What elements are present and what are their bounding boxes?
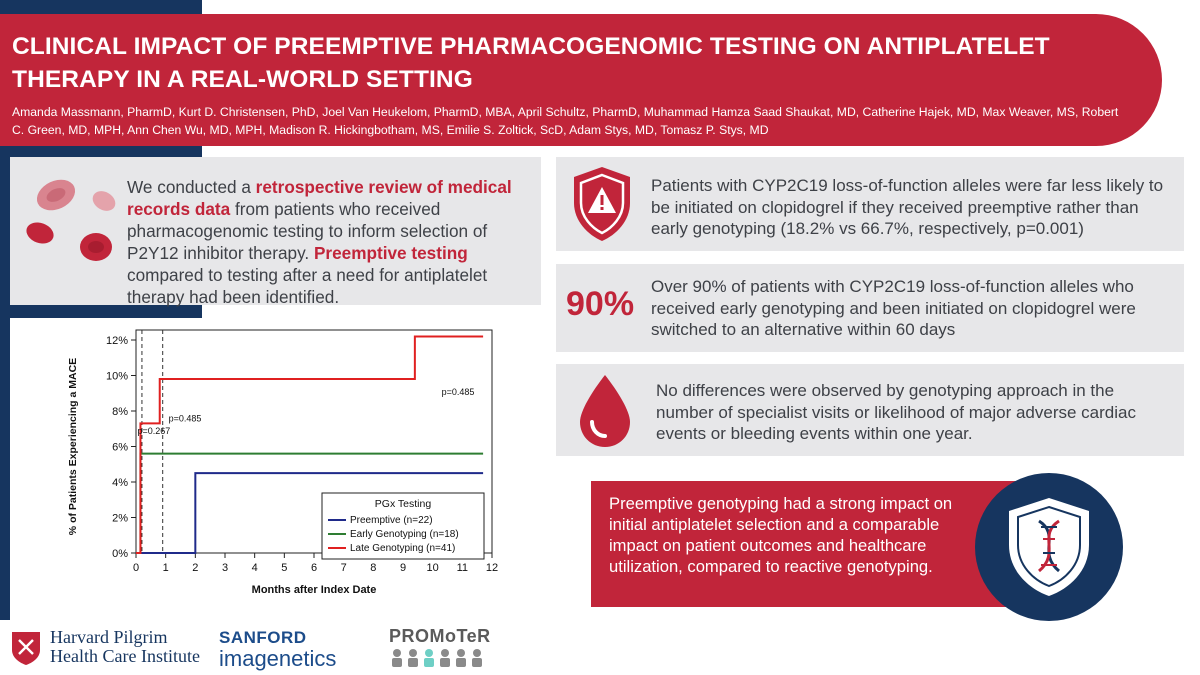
promoter-logo: PROMoTeR	[389, 626, 491, 670]
authors-list: Amanda Massmann, PharmD, Kurt D. Christe…	[12, 105, 1119, 137]
x-tick-label: 12	[486, 562, 498, 574]
promoter-text: PROMoTeR	[389, 626, 491, 646]
sanford-line-2: imagenetics	[219, 646, 337, 671]
finding-panel-3: No differences were observed by genotypi…	[556, 364, 1184, 456]
conclusion-text: Preemptive genotyping had a strong impac…	[609, 494, 953, 576]
legend-label-1: Early Genotyping (n=18)	[350, 529, 459, 540]
blood-drop-icon	[580, 375, 630, 447]
finding-panel-2: 90% Over 90% of patients with CYP2C19 lo…	[556, 264, 1184, 352]
x-tick-label: 2	[192, 562, 198, 574]
x-tick-label: 3	[222, 562, 228, 574]
finding-text-3: No differences were observed by genotypi…	[656, 381, 1136, 443]
header-banner: CLINICAL IMPACT OF PREEMPTIVE PHARMACOGE…	[0, 14, 1162, 146]
finding-text-1: Patients with CYP2C19 loss-of-function a…	[651, 176, 1164, 238]
conclusion-box: Preemptive genotyping had a strong impac…	[591, 481, 1031, 607]
chart-container: 0% 2% 4% 6% 8% 10% 12% 0 1 2 3 4 5 6 7 8 9 10 11 12 Months a…	[10, 318, 541, 620]
intro-panel: We conducted a retrospective review of m…	[10, 157, 541, 307]
y-tick-label: 2%	[112, 513, 128, 525]
legend-label-0: Preemptive (n=22)	[350, 515, 433, 526]
harvard-shield-icon	[12, 632, 40, 665]
legend-label-2: Late Genotyping (n=41)	[350, 543, 455, 554]
dna-badge	[975, 473, 1123, 621]
series-line-0	[136, 472, 484, 554]
y-tick-label: 12%	[106, 335, 128, 347]
x-axis-label: Months after Index Date	[252, 584, 377, 596]
harvard-line-2: Health Care Institute	[50, 646, 200, 666]
series-line-2	[136, 335, 484, 554]
legend-title: PGx Testing	[375, 498, 432, 510]
legend-box	[321, 492, 485, 560]
y-axis-label: % of Patients Experiencing a MACE	[67, 358, 79, 535]
finding-panel-1: Patients with CYP2C19 loss-of-function a…	[556, 157, 1184, 251]
harvard-line-1: Harvard Pilgrim	[50, 627, 168, 647]
x-tick-label: 11	[457, 562, 468, 574]
percent-figure: 90%	[566, 285, 635, 323]
x-tick-label: 10	[427, 562, 439, 574]
sanford-imagenetics-logo: SANFORD imagenetics	[219, 628, 369, 671]
y-tick-label: 6%	[112, 442, 128, 454]
page-title: CLINICAL IMPACT OF PREEMPTIVE PHARMACOGE…	[12, 33, 1050, 93]
x-tick-label: 8	[370, 562, 376, 574]
x-tick-label: 5	[281, 562, 287, 574]
sanford-line-1: SANFORD	[219, 628, 307, 647]
x-tick-label: 9	[400, 562, 406, 574]
harvard-pilgrim-logo: Harvard Pilgrim Health Care Institute	[10, 626, 210, 668]
warning-shield-icon	[574, 167, 630, 241]
y-tick-label: 4%	[112, 477, 128, 489]
p-value-annotation: p=0.485	[169, 414, 202, 424]
p-value-annotation: p=0.267	[137, 426, 170, 436]
x-tick-label: 7	[341, 562, 347, 574]
x-tick-label: 1	[163, 562, 169, 574]
p-value-annotation: p=0.485	[442, 387, 475, 397]
dna-shield-icon	[1009, 498, 1089, 596]
y-tick-label: 0%	[112, 548, 128, 560]
finding-text-2: Over 90% of patients with CYP2C19 loss-o…	[651, 277, 1136, 339]
y-tick-label: 8%	[112, 406, 128, 418]
blood-cells-icon	[26, 179, 116, 261]
x-tick-label: 4	[252, 562, 258, 574]
x-tick-label: 6	[311, 562, 317, 574]
y-tick-label: 10%	[106, 371, 128, 383]
x-tick-label: 0	[133, 562, 139, 574]
intro-text: We conducted a retrospective review of m…	[127, 177, 512, 307]
people-group-icon	[392, 649, 482, 667]
